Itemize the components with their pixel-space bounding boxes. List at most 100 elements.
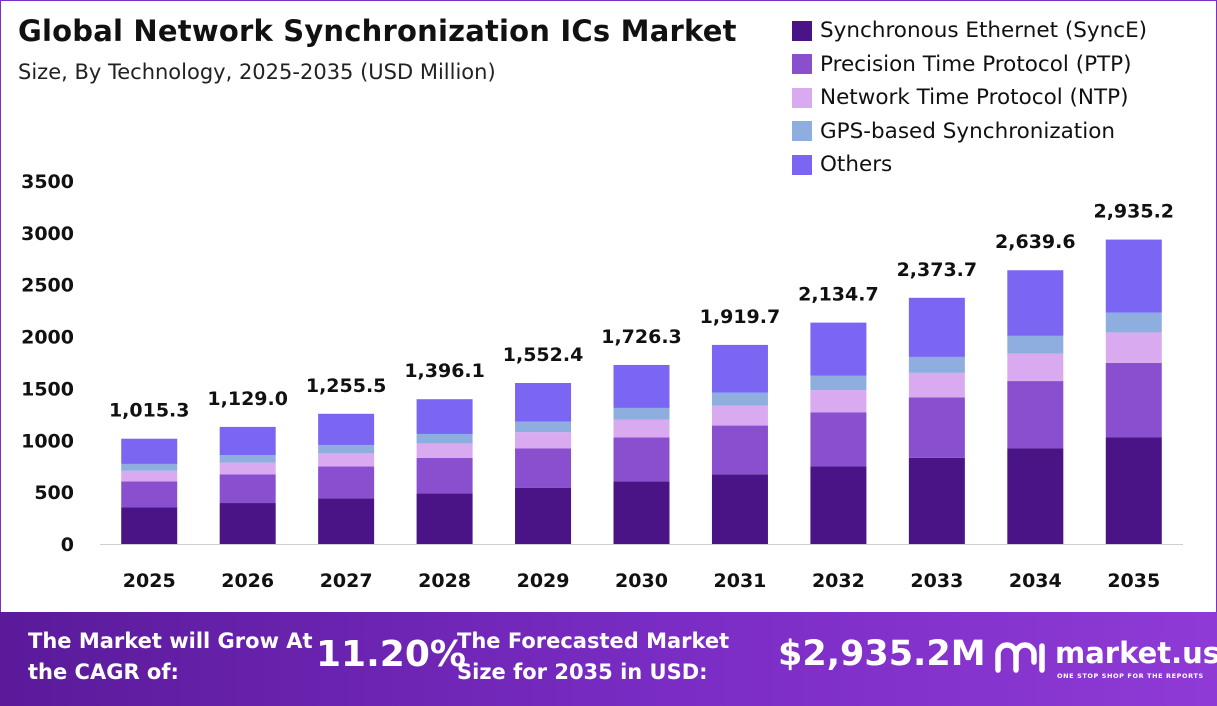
bar-total-label: 2,373.7 [897, 259, 978, 281]
bar-segment [121, 438, 178, 464]
legend-label: Network Time Protocol (NTP) [820, 85, 1129, 111]
legend-label: Others [820, 152, 893, 178]
bar-segment [416, 493, 473, 544]
bar-segment [1105, 362, 1162, 438]
bar-segment [121, 481, 178, 508]
y-tick-label: 0 [61, 534, 74, 556]
bar-segment [219, 503, 276, 544]
bar-segment [908, 372, 965, 398]
y-tick-label: 500 [34, 482, 74, 504]
bar-segment [1007, 381, 1064, 449]
x-tick-label: 2029 [517, 570, 570, 592]
bar-segment [613, 407, 670, 420]
bar-segment [318, 498, 375, 544]
x-tick-label: 2030 [615, 570, 668, 592]
x-tick-label: 2035 [1107, 570, 1160, 592]
forecast-size-label: The Forecasted Market Size for 2035 in U… [457, 629, 730, 684]
x-tick-label: 2027 [320, 570, 373, 592]
bar-segment [908, 457, 965, 544]
brand-name: market.us [1055, 636, 1217, 670]
bar-segment [1105, 312, 1162, 333]
bar-segment [515, 448, 572, 488]
bar-segment [121, 470, 178, 482]
legend-label: Synchronous Ethernet (SyncE) [820, 18, 1148, 44]
bar-segment [318, 444, 375, 454]
bar-segment [416, 457, 473, 494]
legend-swatch [792, 54, 812, 75]
y-tick-label: 1000 [21, 430, 74, 452]
legend-item: Synchronous Ethernet (SyncE) [792, 14, 1147, 48]
bar-segment [318, 413, 375, 445]
bar-total-label: 1,726.3 [601, 326, 682, 348]
x-tick-label: 2031 [714, 570, 767, 592]
legend-item: Network Time Protocol (NTP) [792, 81, 1147, 115]
chart-subtitle: Size, By Technology, 2025-2035 (USD Mill… [18, 60, 496, 84]
bar-segment [219, 426, 276, 456]
legend-item: Precision Time Protocol (PTP) [792, 48, 1147, 82]
chart-title: Global Network Synchronization ICs Marke… [18, 14, 737, 48]
bar-segment [810, 390, 867, 413]
legend-item: GPS-based Synchronization [792, 115, 1147, 149]
bar-segment [711, 392, 768, 406]
bar-segment [711, 474, 768, 544]
bar-segment [613, 419, 670, 438]
y-tick-label: 2000 [21, 327, 74, 349]
bar-segment [1105, 239, 1162, 313]
bar-segment [318, 466, 375, 499]
x-tick-label: 2028 [418, 570, 471, 592]
cagr-value: 11.20% [316, 634, 466, 675]
bar-segment [810, 412, 867, 467]
bar-segment [515, 487, 572, 544]
x-tick-label: 2026 [221, 570, 274, 592]
y-tick-label: 1500 [21, 378, 74, 400]
y-tick-label: 3500 [21, 171, 74, 193]
legend-swatch [792, 154, 812, 175]
bar-total-label: 1,396.1 [404, 360, 485, 382]
bar-total-label: 2,134.7 [798, 284, 879, 306]
bar-total-label: 2,935.2 [1093, 201, 1174, 223]
bar-segment [1007, 335, 1064, 354]
bar-total-label: 1,919.7 [700, 306, 781, 328]
bar-segment [219, 462, 276, 475]
bar-segment [711, 425, 768, 475]
legend-swatch [792, 121, 812, 142]
legend-item: Others [792, 148, 1147, 182]
bar-segment [1007, 448, 1064, 544]
legend-swatch [792, 20, 812, 41]
bar-segment [416, 443, 473, 458]
bar-segment [219, 455, 276, 463]
brand-tagline: ONE STOP SHOP FOR THE REPORTS [1057, 672, 1204, 680]
bar-segment [121, 463, 178, 471]
bar-total-label: 1,129.0 [207, 388, 288, 410]
bar-segment [810, 322, 867, 376]
forecast-size-value: $2,935.2M [778, 634, 986, 674]
x-tick-label: 2025 [123, 570, 176, 592]
bar-total-label: 1,255.5 [306, 375, 387, 397]
bar-segment [416, 399, 473, 434]
market-us-logo-icon [995, 642, 1045, 673]
y-tick-label: 2500 [21, 275, 74, 297]
bar-segment [1105, 437, 1162, 544]
bar-segment [613, 364, 670, 408]
bar-segment [515, 421, 572, 433]
bar-segment [613, 437, 670, 482]
bar-segment [416, 433, 473, 444]
legend-swatch [792, 87, 812, 108]
bar-segment [1007, 270, 1064, 336]
bar-segment [908, 356, 965, 373]
bar-segment [318, 453, 375, 467]
bar-segment [908, 297, 965, 357]
bar-total-label: 2,639.6 [995, 231, 1076, 253]
summary-banner: The Market will Grow At the CAGR of: 11.… [0, 612, 1217, 706]
legend-label: Precision Time Protocol (PTP) [820, 51, 1132, 77]
bar-segment [515, 382, 572, 422]
bar-segment [810, 375, 867, 391]
x-tick-label: 2033 [910, 570, 963, 592]
bar-segment [1007, 353, 1064, 382]
bar-segment [515, 432, 572, 449]
legend-label: GPS-based Synchronization [820, 118, 1115, 144]
x-tick-label: 2034 [1009, 570, 1062, 592]
stacked-bar-chart: 0 500 1000 1500 2000 2500 3000 3500 1,015.3 2025 1… [21, 171, 1183, 592]
cagr-label: The Market will Grow At the CAGR of: [28, 629, 313, 684]
bar-segment [121, 507, 178, 544]
